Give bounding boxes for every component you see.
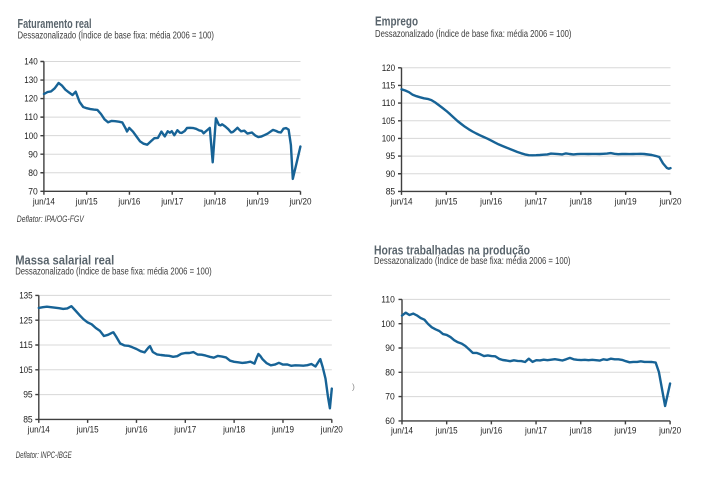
svg-text:Dessazonalizado (Índice de bas: Dessazonalizado (Índice de base fixa: mé… bbox=[18, 29, 215, 42]
svg-text:110: 110 bbox=[381, 295, 395, 305]
svg-text:Emprego: Emprego bbox=[375, 14, 418, 29]
svg-text:Massa salarial real: Massa salarial real bbox=[15, 253, 114, 268]
svg-text:jun/14: jun/14 bbox=[390, 197, 413, 207]
svg-text:Dessazonalizado (Índice de bas: Dessazonalizado (Índice de base fixa: mé… bbox=[375, 27, 572, 40]
svg-text:100: 100 bbox=[381, 319, 395, 329]
svg-text:jun/19: jun/19 bbox=[614, 197, 637, 207]
svg-text:jun/19: jun/19 bbox=[246, 197, 269, 207]
svg-text:jun/15: jun/15 bbox=[76, 425, 99, 435]
svg-text:70: 70 bbox=[28, 186, 38, 196]
svg-text:jun/19: jun/19 bbox=[271, 425, 294, 435]
svg-text:jun/20: jun/20 bbox=[320, 425, 343, 435]
svg-text:120: 120 bbox=[24, 94, 38, 104]
svg-text:90: 90 bbox=[28, 149, 38, 159]
svg-text:jun/17: jun/17 bbox=[160, 197, 183, 207]
svg-text:100: 100 bbox=[382, 134, 396, 144]
svg-text:105: 105 bbox=[19, 365, 33, 375]
svg-text:jun/16: jun/16 bbox=[118, 197, 141, 207]
svg-text:jun/15: jun/15 bbox=[434, 197, 457, 207]
svg-text:jun/16: jun/16 bbox=[125, 425, 148, 435]
svg-text:jun/18: jun/18 bbox=[569, 426, 592, 436]
svg-text:70: 70 bbox=[385, 392, 395, 402]
svg-text:jun/20: jun/20 bbox=[289, 197, 312, 207]
svg-text:Deflator: IPA/OG-FGV: Deflator: IPA/OG-FGV bbox=[17, 214, 85, 225]
svg-text:jun/19: jun/19 bbox=[614, 426, 637, 436]
svg-text:Horas trabalhadas na produção: Horas trabalhadas na produção bbox=[374, 243, 530, 258]
svg-text:110: 110 bbox=[24, 112, 38, 122]
svg-text:110: 110 bbox=[382, 98, 396, 108]
svg-text:jun/18: jun/18 bbox=[203, 197, 226, 207]
svg-text:100: 100 bbox=[24, 131, 38, 141]
svg-text:jun/14: jun/14 bbox=[27, 425, 50, 435]
svg-text:90: 90 bbox=[386, 169, 396, 179]
svg-text:135: 135 bbox=[19, 291, 33, 301]
svg-text:95: 95 bbox=[23, 390, 33, 400]
svg-text:125: 125 bbox=[19, 315, 33, 325]
svg-text:130: 130 bbox=[24, 75, 38, 85]
svg-text:Dessazonalizado (Índice de bas: Dessazonalizado (Índice de base fixa: mé… bbox=[374, 254, 571, 267]
svg-text:80: 80 bbox=[385, 367, 395, 377]
svg-text:jun/16: jun/16 bbox=[479, 426, 502, 436]
svg-text:60: 60 bbox=[385, 416, 395, 426]
svg-text:140: 140 bbox=[24, 57, 38, 67]
svg-text:jun/20: jun/20 bbox=[658, 426, 681, 436]
svg-text:jun/17: jun/17 bbox=[524, 197, 547, 207]
svg-text:jun/20: jun/20 bbox=[659, 197, 682, 207]
svg-text:115: 115 bbox=[382, 81, 396, 91]
svg-text:jun/14: jun/14 bbox=[32, 197, 55, 207]
svg-text:Deflator: INPC-IBGE: Deflator: INPC-IBGE bbox=[16, 450, 72, 461]
svg-text:jun/17: jun/17 bbox=[524, 426, 547, 436]
svg-text:95: 95 bbox=[386, 151, 396, 161]
svg-text:): ) bbox=[352, 382, 355, 392]
svg-text:80: 80 bbox=[28, 168, 38, 178]
svg-text:85: 85 bbox=[386, 187, 396, 197]
svg-text:105: 105 bbox=[382, 116, 396, 126]
svg-text:Dessazonalizado (Índice de bas: Dessazonalizado (Índice de base fixa: mé… bbox=[15, 265, 212, 278]
svg-text:jun/16: jun/16 bbox=[479, 197, 502, 207]
svg-text:jun/15: jun/15 bbox=[435, 426, 458, 436]
svg-text:jun/18: jun/18 bbox=[569, 197, 592, 207]
svg-text:jun/14: jun/14 bbox=[390, 426, 413, 436]
svg-text:jun/17: jun/17 bbox=[173, 425, 196, 435]
svg-text:90: 90 bbox=[385, 343, 395, 353]
svg-text:85: 85 bbox=[23, 415, 33, 425]
svg-text:Faturamento real: Faturamento real bbox=[18, 16, 92, 31]
svg-text:120: 120 bbox=[382, 63, 396, 73]
svg-text:jun/18: jun/18 bbox=[222, 425, 245, 435]
svg-text:jun/15: jun/15 bbox=[75, 197, 98, 207]
svg-text:115: 115 bbox=[19, 340, 33, 350]
